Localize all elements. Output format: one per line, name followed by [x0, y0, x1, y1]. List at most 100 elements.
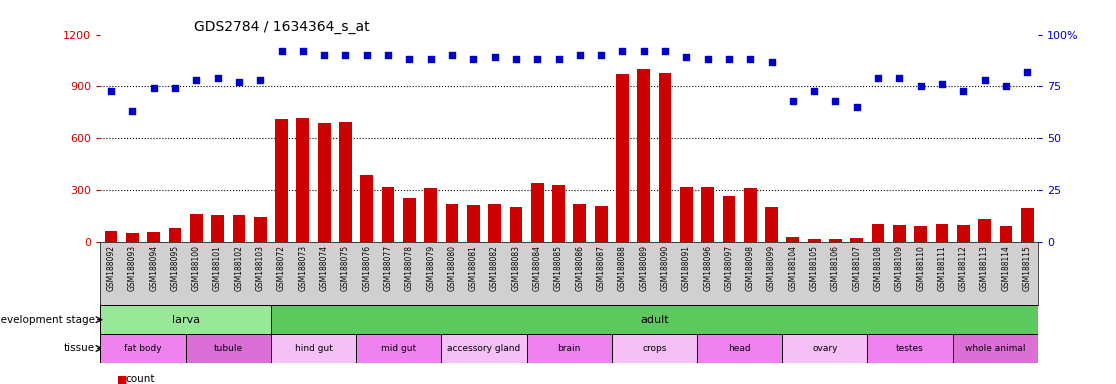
- Point: [699, 56, 716, 63]
- Point: [401, 56, 418, 63]
- Point: [166, 85, 184, 91]
- Text: GSM188087: GSM188087: [597, 245, 606, 291]
- Bar: [271, 305, 1038, 334]
- Bar: [893, 225, 906, 242]
- Text: tissue: tissue: [64, 343, 95, 354]
- Bar: [441, 334, 527, 363]
- Text: GSM188089: GSM188089: [639, 245, 648, 291]
- Point: [827, 98, 845, 104]
- Bar: [956, 225, 970, 242]
- Bar: [276, 119, 288, 242]
- Point: [720, 56, 738, 63]
- Bar: [100, 305, 271, 334]
- Bar: [914, 227, 927, 242]
- Bar: [126, 233, 138, 242]
- Text: GSM188108: GSM188108: [874, 245, 883, 291]
- Text: accessory gland: accessory gland: [448, 344, 520, 353]
- Point: [954, 88, 972, 94]
- Text: GSM188099: GSM188099: [767, 245, 776, 291]
- Point: [741, 56, 759, 63]
- Bar: [658, 73, 672, 242]
- Bar: [782, 334, 867, 363]
- Bar: [318, 123, 330, 242]
- Text: GSM188096: GSM188096: [703, 245, 712, 291]
- Bar: [510, 207, 522, 242]
- Point: [869, 75, 887, 81]
- Text: mid gut: mid gut: [382, 344, 416, 353]
- Point: [528, 56, 546, 63]
- Bar: [829, 239, 841, 242]
- Text: GSM188105: GSM188105: [810, 245, 819, 291]
- Text: GSM188079: GSM188079: [426, 245, 435, 291]
- Point: [464, 56, 482, 63]
- Point: [124, 108, 142, 114]
- Text: brain: brain: [558, 344, 580, 353]
- Text: GSM188095: GSM188095: [171, 245, 180, 291]
- Bar: [744, 189, 757, 242]
- Text: GSM188081: GSM188081: [469, 245, 478, 291]
- Text: tubule: tubule: [213, 344, 243, 353]
- Text: crops: crops: [642, 344, 666, 353]
- Text: GSM188086: GSM188086: [576, 245, 585, 291]
- Text: development stage: development stage: [0, 314, 95, 325]
- Bar: [271, 334, 356, 363]
- Point: [1018, 69, 1036, 75]
- Point: [549, 56, 567, 63]
- Bar: [552, 185, 565, 242]
- Text: GSM188106: GSM188106: [831, 245, 840, 291]
- Point: [975, 77, 993, 83]
- Bar: [190, 214, 203, 242]
- Bar: [253, 217, 267, 242]
- Bar: [339, 122, 352, 242]
- Point: [677, 54, 695, 60]
- Bar: [356, 334, 441, 363]
- Bar: [979, 220, 991, 242]
- Text: GSM188090: GSM188090: [661, 245, 670, 291]
- Point: [891, 75, 908, 81]
- Bar: [612, 334, 698, 363]
- Text: GSM188076: GSM188076: [363, 245, 372, 291]
- Bar: [403, 198, 416, 242]
- Text: GSM188107: GSM188107: [853, 245, 862, 291]
- Text: GSM188098: GSM188098: [745, 245, 754, 291]
- Point: [783, 98, 801, 104]
- Bar: [850, 238, 863, 242]
- Point: [103, 88, 121, 94]
- Text: GSM188082: GSM188082: [490, 245, 499, 291]
- Bar: [872, 224, 885, 242]
- Text: adult: adult: [641, 314, 668, 325]
- Text: GSM188111: GSM188111: [937, 245, 946, 291]
- Bar: [488, 204, 501, 242]
- Bar: [574, 204, 586, 242]
- Text: larva: larva: [172, 314, 200, 325]
- Text: GSM188075: GSM188075: [341, 245, 350, 291]
- Point: [443, 52, 461, 58]
- Point: [145, 85, 163, 91]
- Bar: [637, 69, 651, 242]
- Bar: [595, 206, 607, 242]
- Bar: [445, 204, 459, 242]
- Point: [997, 83, 1014, 89]
- Text: ■: ■: [117, 374, 127, 384]
- Text: GSM188114: GSM188114: [1001, 245, 1010, 291]
- Text: GSM188115: GSM188115: [1022, 245, 1031, 291]
- Bar: [722, 196, 735, 242]
- Bar: [787, 237, 799, 242]
- Text: GSM188078: GSM188078: [405, 245, 414, 291]
- Point: [912, 83, 930, 89]
- Text: GSM188080: GSM188080: [448, 245, 456, 291]
- Point: [848, 104, 866, 110]
- Point: [933, 81, 951, 88]
- Bar: [701, 187, 714, 242]
- Text: fat body: fat body: [124, 344, 162, 353]
- Bar: [531, 183, 543, 242]
- Text: GSM188103: GSM188103: [256, 245, 264, 291]
- Point: [294, 48, 311, 54]
- Text: GSM188072: GSM188072: [277, 245, 286, 291]
- Bar: [382, 187, 394, 242]
- Bar: [680, 187, 693, 242]
- Point: [656, 48, 674, 54]
- Text: GSM188083: GSM188083: [511, 245, 520, 291]
- Text: GSM188101: GSM188101: [213, 245, 222, 291]
- Bar: [953, 334, 1038, 363]
